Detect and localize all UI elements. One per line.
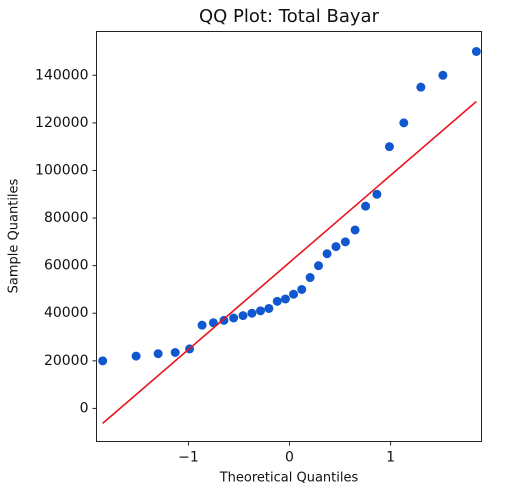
point [438, 70, 448, 80]
point [331, 242, 341, 252]
point [305, 273, 315, 283]
x-tick-label: 0 [285, 450, 294, 466]
chart-title: QQ Plot: Total Bayar [199, 6, 380, 27]
fit-line [102, 100, 477, 425]
y-tick-label: 140000 [35, 67, 88, 83]
plot-frame [96, 31, 482, 442]
point [350, 225, 360, 235]
point [131, 351, 141, 361]
y-tick-label: 100000 [35, 162, 88, 178]
point [170, 348, 180, 358]
point [372, 189, 382, 199]
point [229, 313, 239, 323]
y-tick-label: 80000 [44, 210, 89, 226]
point [314, 261, 324, 271]
point [98, 356, 108, 366]
point [289, 289, 299, 299]
y-tick-label: 20000 [44, 353, 89, 369]
point [280, 294, 290, 304]
point [219, 315, 229, 325]
x-tick-label: −1 [178, 450, 199, 466]
point [297, 284, 307, 294]
point [272, 296, 282, 306]
y-tick-label: 120000 [35, 115, 88, 131]
x-axis-label: Theoretical Quantiles [219, 471, 359, 486]
point [264, 303, 274, 313]
point [197, 320, 207, 330]
point [340, 237, 350, 247]
point [153, 349, 163, 359]
point [322, 249, 332, 259]
y-tick-label: 0 [80, 400, 89, 416]
point [247, 308, 257, 318]
point [256, 306, 266, 316]
point [471, 46, 481, 56]
y-tick-label: 60000 [44, 258, 89, 274]
y-tick-label: 40000 [44, 305, 89, 321]
point [416, 82, 426, 92]
x-tick-label: 1 [386, 450, 395, 466]
y-axis-label: Sample Quantiles [7, 178, 22, 293]
point [399, 118, 409, 128]
point [384, 142, 394, 152]
point [238, 311, 248, 321]
point [361, 201, 371, 211]
